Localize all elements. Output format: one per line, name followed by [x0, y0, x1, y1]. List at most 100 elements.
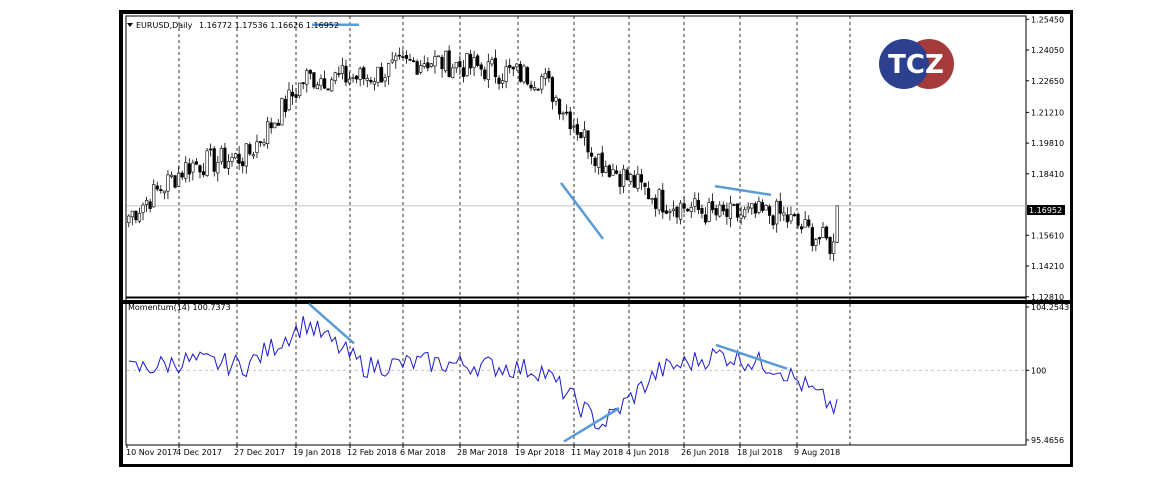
candle-body — [248, 144, 252, 155]
candle-body — [305, 70, 309, 85]
candle-body — [447, 50, 451, 77]
trendline[interactable] — [308, 302, 355, 345]
indicator-axis: 104.2543 100 95.4656 — [1026, 303, 1069, 445]
candle-body — [661, 189, 665, 213]
candle-body — [554, 97, 558, 102]
candle-body — [536, 88, 540, 91]
current-price-badge — [1027, 205, 1065, 215]
candle-body — [198, 165, 202, 173]
candle-body — [643, 183, 647, 187]
candle-body — [483, 69, 487, 80]
candle-body — [187, 163, 191, 175]
candle-body — [547, 71, 551, 79]
candle-body — [212, 148, 216, 172]
candle-body — [589, 152, 594, 157]
symbol-title: EURUSD,Daily — [136, 21, 193, 30]
trendlines[interactable] — [308, 23, 788, 443]
candle-body — [611, 169, 615, 176]
y-tick-label: 1.15610 — [1031, 231, 1064, 240]
candle-body — [810, 227, 814, 246]
candle-body — [155, 185, 159, 190]
candle-body — [828, 237, 832, 254]
candle-body — [383, 77, 387, 82]
candle-body — [522, 65, 526, 83]
y-tick-label: 1.22650 — [1031, 77, 1064, 86]
x-tick-label: 18 Jul 2018 — [737, 448, 782, 457]
candle-body — [315, 84, 320, 90]
candle-body — [194, 161, 199, 165]
candle-body — [746, 206, 750, 210]
candle-body — [572, 125, 576, 128]
candle-body — [497, 77, 501, 84]
y-tick-label: 1.18410 — [1031, 170, 1064, 179]
candle-body — [636, 173, 640, 189]
trendline[interactable] — [714, 184, 772, 197]
candle-body — [629, 174, 633, 182]
candle-body — [714, 208, 718, 216]
candle-body — [461, 67, 466, 77]
candle-body — [622, 168, 626, 187]
candle-body — [543, 73, 547, 79]
candle-body — [319, 78, 323, 87]
candle-body — [689, 207, 693, 213]
candle-body — [358, 68, 362, 80]
candle-body — [426, 62, 430, 69]
trendline[interactable] — [560, 182, 604, 240]
candle-body — [255, 141, 259, 154]
candle-body — [693, 198, 697, 207]
x-tick-label: 12 Feb 2018 — [347, 448, 397, 457]
candle-body — [739, 214, 743, 219]
candle-body — [479, 64, 483, 70]
candle-body — [668, 210, 672, 213]
candle-body — [518, 63, 522, 82]
candle-body — [262, 142, 266, 145]
candle-body — [397, 54, 401, 57]
momentum-line — [128, 316, 838, 430]
candle-body — [454, 62, 458, 69]
candle-body — [650, 198, 654, 201]
candle-body — [782, 212, 786, 216]
candle-body — [411, 60, 416, 62]
chart-window: 1.25450 1.24050 1.22650 1.21210 1.19810 1.184… — [119, 10, 1073, 467]
candle-body — [209, 148, 213, 151]
candle-body — [593, 157, 597, 166]
momentum-series — [128, 316, 838, 430]
candle-body — [440, 56, 444, 70]
candle-body — [451, 67, 455, 79]
trendline[interactable] — [563, 407, 620, 443]
candle-body — [322, 78, 327, 89]
candle-body — [540, 76, 544, 90]
candle-body — [565, 111, 569, 114]
candle-body — [561, 112, 565, 115]
candle-body — [465, 53, 469, 76]
candle-body — [468, 53, 473, 69]
candle-body — [226, 161, 231, 169]
candle-body — [614, 170, 619, 174]
y-tick-label: 1.19810 — [1031, 139, 1064, 148]
y-tick-label: 1.12810 — [1031, 293, 1064, 302]
trendline[interactable] — [715, 343, 788, 370]
candle-body — [130, 210, 134, 218]
candle-body — [732, 204, 736, 206]
candle-body — [757, 201, 761, 213]
indicator-panel — [123, 304, 1070, 454]
candle-body — [550, 77, 555, 102]
candle-body — [372, 81, 377, 85]
candle-body — [529, 84, 533, 89]
candle-body — [127, 215, 131, 223]
candle-body — [326, 88, 330, 91]
chart-canvas[interactable]: 1.25450 1.24050 1.22650 1.21210 1.19810 1.184… — [119, 10, 1073, 467]
candle-body — [764, 205, 768, 211]
candle-body — [557, 98, 562, 115]
candle-body — [735, 203, 740, 218]
candle-body — [807, 219, 811, 227]
chart-menu-arrow-icon[interactable] — [127, 23, 133, 27]
candle-body — [258, 141, 263, 143]
candle-body — [579, 132, 583, 139]
candle-body — [394, 55, 398, 62]
candle-body — [237, 153, 241, 164]
candle-body — [244, 143, 248, 167]
x-tick-label: 9 Aug 2018 — [794, 448, 840, 457]
x-tick-label: 6 Mar 2018 — [400, 448, 446, 457]
